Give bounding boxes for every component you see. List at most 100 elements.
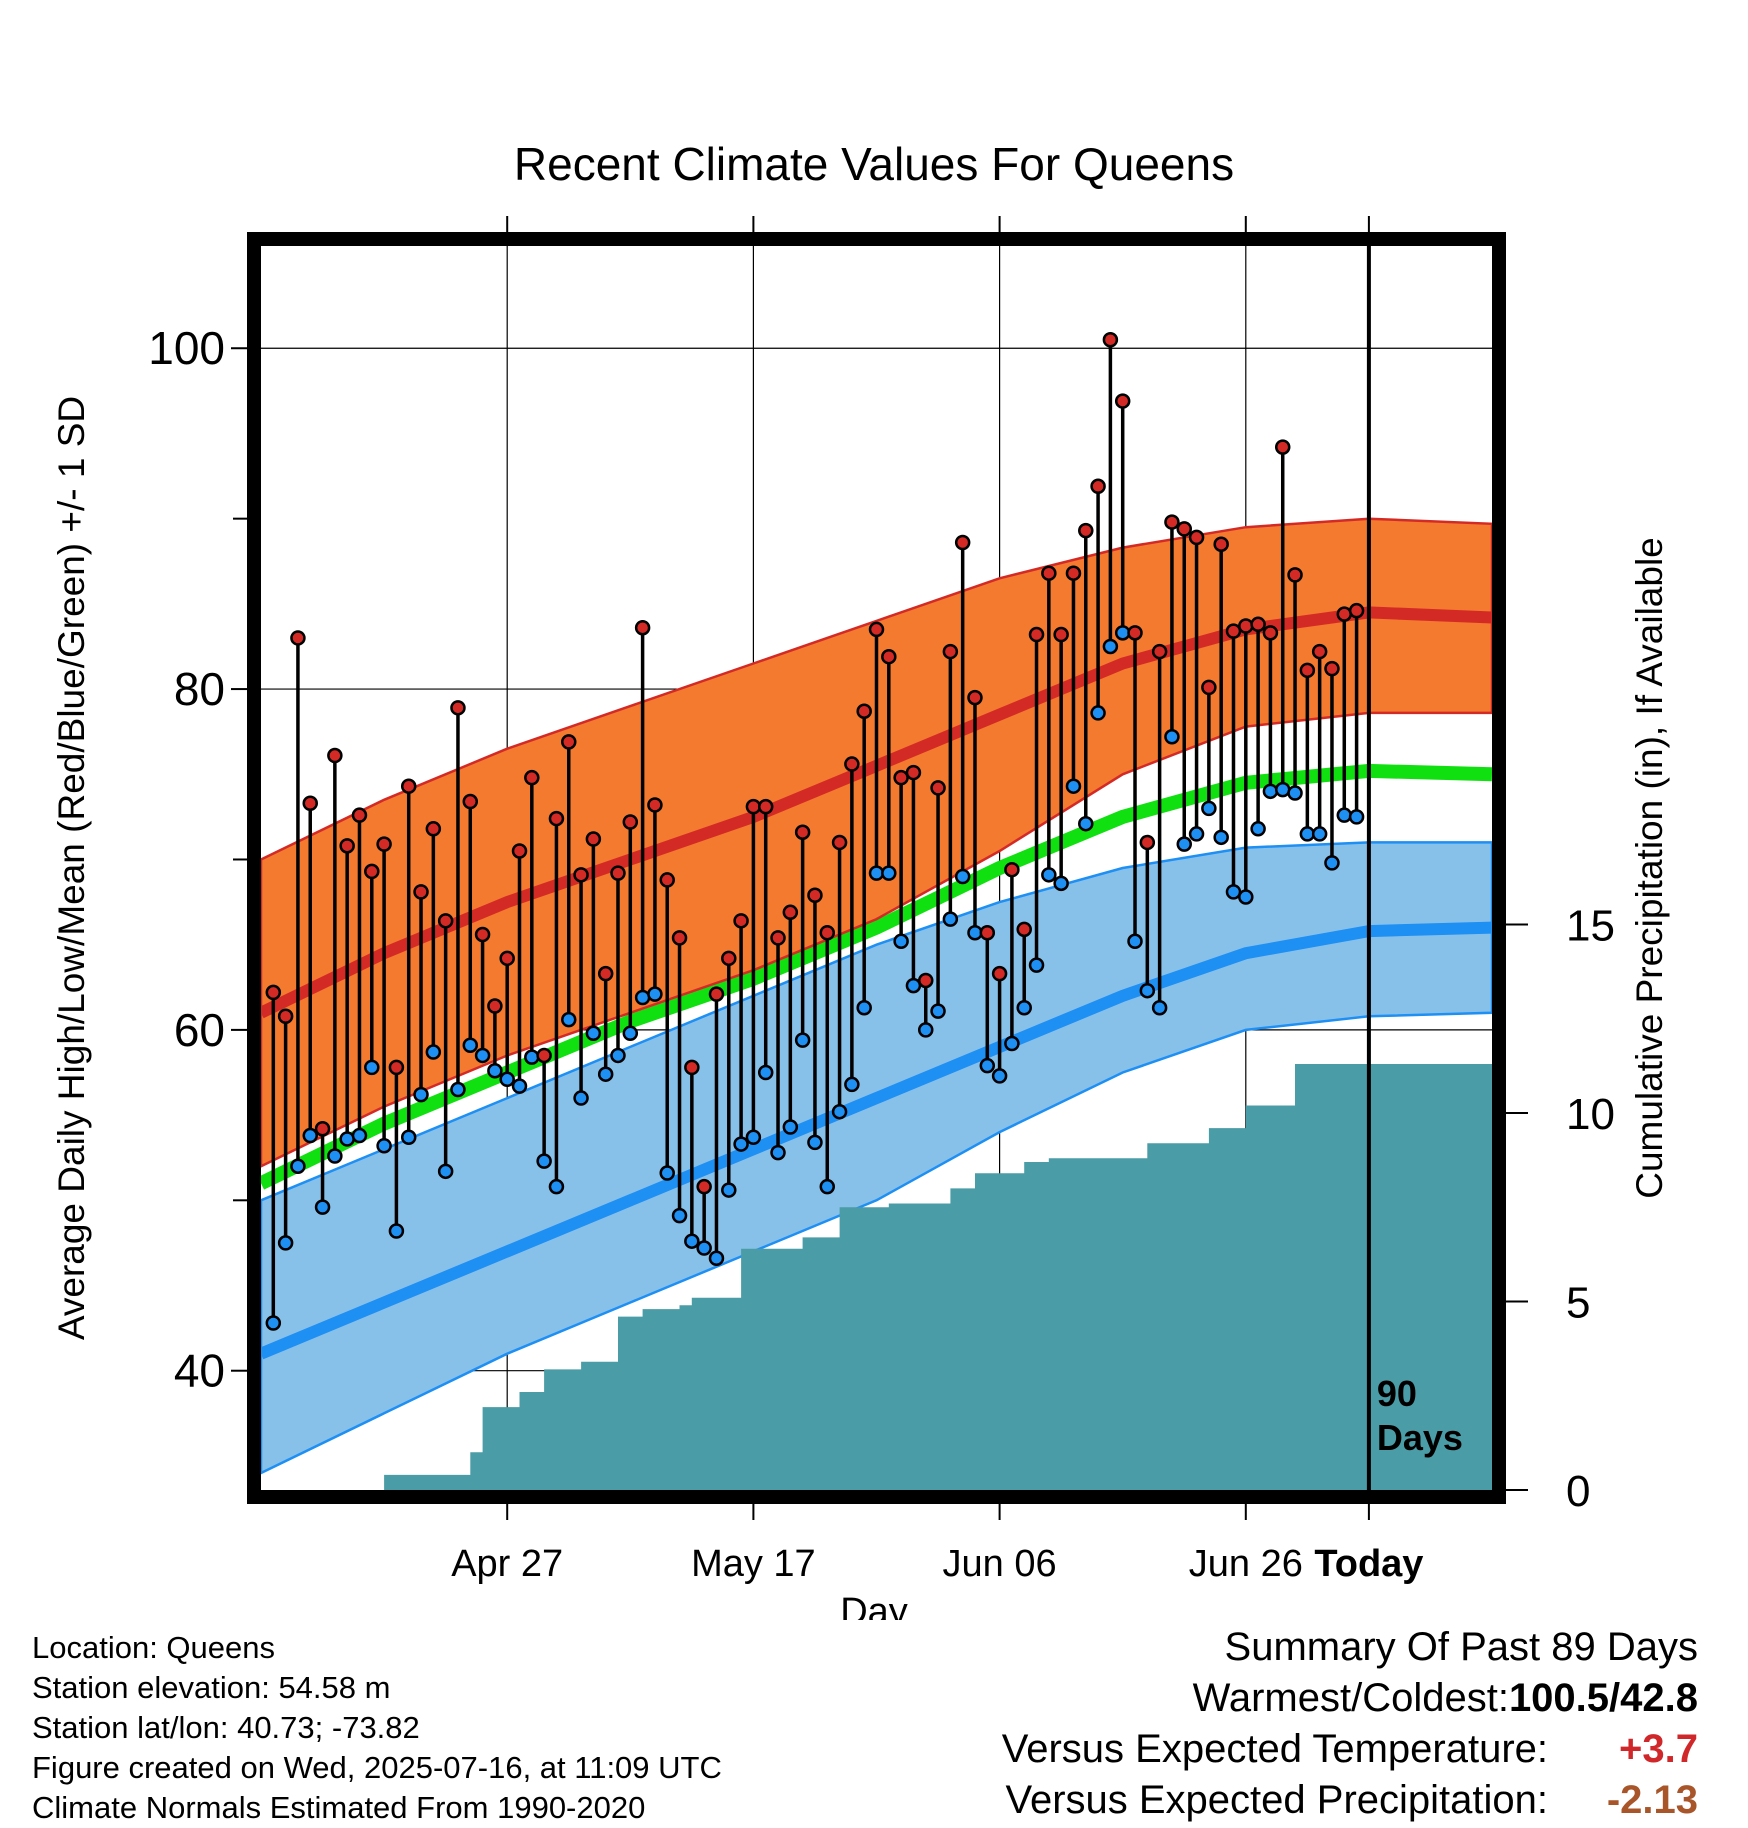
daily-low-point: [1201, 800, 1217, 817]
daily-low-point: [376, 1138, 392, 1154]
daily-low-point: [1324, 855, 1340, 871]
daily-low-point: [1250, 821, 1266, 837]
daily-low-point: [462, 1037, 479, 1053]
daily-high-point: [597, 965, 614, 982]
daily-low-point: [745, 1129, 762, 1145]
daily-high-point: [487, 998, 503, 1014]
y-tick-label: 60: [174, 1004, 225, 1056]
daily-low-point: [979, 1057, 996, 1074]
daily-low-point: [437, 1163, 454, 1180]
daily-low-point: [314, 1199, 331, 1215]
daily-high-point: [733, 913, 749, 929]
daily-low-point: [610, 1047, 626, 1064]
daily-low-point: [1238, 889, 1254, 905]
daily-low-point: [400, 1129, 417, 1145]
y2-tick-label: 5: [1566, 1279, 1590, 1328]
axes-labels: Apr 27 May 17 Jun 06 Jun 26 Today 40 60 80 100 0 5…: [51, 216, 1670, 1585]
daily-high-point: [265, 984, 282, 1001]
daily-low-point: [967, 925, 983, 941]
daily-low-point: [1065, 778, 1082, 794]
daily-high-point: [868, 621, 885, 638]
daily-high-point: [1324, 660, 1340, 677]
daily-high-point: [721, 950, 737, 967]
daily-high-point: [437, 913, 454, 929]
daily-low-point: [1188, 826, 1205, 842]
daily-low-point: [413, 1086, 429, 1103]
daily-low-point: [659, 1165, 675, 1181]
daily-low-point: [561, 1011, 577, 1028]
y2-axis-label: Cumulative Precipitation (in), If Availa…: [1629, 537, 1670, 1199]
daily-low-point: [868, 865, 885, 881]
daily-low-point: [782, 1119, 799, 1135]
daily-low-point: [265, 1315, 282, 1331]
daily-high-point: [1238, 618, 1254, 634]
daily-high-point: [659, 872, 675, 888]
daily-low-point: [1090, 705, 1106, 721]
warm-cold-value: 100.5/42.8: [1508, 1676, 1698, 1720]
daily-low-point: [327, 1148, 343, 1164]
daily-high-point: [942, 643, 959, 660]
daily-high-point: [708, 986, 725, 1002]
daily-low-point: [954, 868, 971, 885]
daily-low-point: [696, 1240, 712, 1256]
y-axis-label: Average Daily High/Low/Mean (Red/Blue/Gr…: [51, 396, 92, 1340]
daily-high-point: [893, 769, 909, 786]
daily-high-point: [1139, 834, 1156, 851]
daily-low-point: [893, 933, 909, 950]
daily-high-point: [770, 930, 786, 946]
daily-high-point: [536, 1047, 552, 1064]
daily-low-point: [634, 989, 651, 1006]
daily-low-point: [1311, 826, 1328, 842]
daily-low-point: [1176, 836, 1192, 852]
y2-tick-label: 0: [1566, 1467, 1590, 1516]
warm-cold-row: Warmest/Coldest:100.5/42.8: [1002, 1673, 1698, 1724]
daily-high-point: [524, 769, 540, 786]
daily-high-point: [1176, 521, 1192, 537]
warm-cold-label: Warmest/Coldest:: [1192, 1676, 1509, 1720]
daily-high-point: [425, 821, 442, 837]
daily-low-point: [277, 1235, 294, 1251]
daily-low-point: [524, 1049, 540, 1065]
daily-low-point: [844, 1076, 860, 1093]
daily-low-point: [511, 1078, 528, 1094]
latlon-text: Station lat/lon: 40.73; -73.82: [32, 1710, 420, 1745]
daily-high-point: [1274, 439, 1291, 455]
daily-high-point: [1090, 478, 1106, 495]
daily-high-point: [376, 836, 392, 852]
daily-high-point: [302, 795, 318, 811]
precipitation-steps: [261, 1064, 1492, 1490]
daily-low-point: [1041, 867, 1057, 883]
observations: [265, 331, 1365, 1331]
daily-low-point: [881, 865, 897, 881]
station-info: Location: Queens Station elevation: 54.5…: [32, 1628, 722, 1828]
precip-label: Versus Expected Precipitation:: [1005, 1778, 1548, 1822]
daily-low-point: [1348, 809, 1365, 825]
x-tick-label: Apr 27: [451, 1543, 563, 1585]
daily-high-point: [339, 838, 355, 854]
daily-high-point: [745, 798, 762, 815]
daily-low-point: [302, 1127, 318, 1144]
daily-low-point: [290, 1158, 306, 1174]
daily-high-point: [1348, 602, 1365, 619]
daily-high-point: [1151, 643, 1168, 660]
temp-label: Versus Expected Temperature:: [1001, 1727, 1548, 1771]
y2-tick-label: 15: [1566, 902, 1615, 951]
daily-low-point: [1114, 625, 1131, 641]
x-tick-label: May 17: [691, 1543, 816, 1585]
daily-high-point: [954, 534, 971, 551]
daily-high-point: [1336, 606, 1353, 622]
created-text: Figure created on Wed, 2025-07-16, at 11…: [32, 1750, 722, 1785]
daily-high-point: [831, 834, 848, 851]
daily-high-point: [1311, 643, 1328, 660]
daily-low-point: [807, 1134, 823, 1151]
daily-low-point: [647, 986, 663, 1002]
y-tick-label: 40: [174, 1345, 225, 1397]
daily-low-point: [1053, 875, 1069, 892]
daily-low-point: [671, 1207, 688, 1224]
daily-high-point: [991, 965, 1008, 982]
y2-tick-label: 10: [1566, 1090, 1615, 1139]
daily-high-point: [807, 887, 823, 904]
daily-high-point: [930, 780, 946, 796]
daily-low-point: [1127, 933, 1143, 950]
